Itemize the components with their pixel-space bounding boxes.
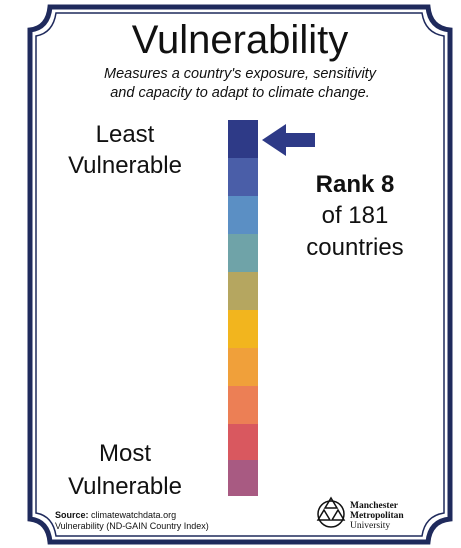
logo-mark — [316, 496, 346, 528]
rank-text: countries — [306, 234, 403, 261]
source-label: Source: — [55, 510, 89, 520]
logo-text: Manchester — [350, 501, 399, 511]
scale-bottom-label: Most — [99, 440, 151, 467]
scale-segment — [228, 272, 258, 310]
subtitle: and capacity to adapt to climate change. — [110, 85, 370, 101]
scale-top-label: Vulnerable — [68, 152, 182, 179]
scale-segment — [228, 158, 258, 196]
source-dataset: Vulnerability (ND-GAIN Country Index) — [55, 521, 209, 531]
scale-segment — [228, 424, 258, 460]
scale-segment — [228, 196, 258, 234]
scale-segment — [228, 348, 258, 386]
color-scale — [228, 120, 258, 496]
rank-headline: Rank 8 — [316, 171, 395, 198]
scale-segment — [228, 386, 258, 424]
subtitle: Measures a country's exposure, sensitivi… — [104, 66, 377, 82]
source-site: climatewatchdata.org — [91, 510, 176, 520]
source: Source: climatewatchdata.org — [55, 510, 176, 520]
scale-bottom-label: Vulnerable — [68, 473, 182, 500]
rank-arrow — [262, 124, 315, 156]
logo-text: Metropolitan — [350, 511, 404, 521]
title: Vulnerability — [132, 18, 348, 62]
scale-top-label: Least — [96, 121, 155, 148]
scale-segment — [228, 120, 258, 158]
rank-text: of 181 — [322, 202, 389, 229]
scale-segment — [228, 310, 258, 348]
scale-segment — [228, 460, 258, 496]
scale-segment — [228, 234, 258, 272]
logo-text: University — [350, 521, 390, 531]
frame-inner — [35, 12, 445, 537]
